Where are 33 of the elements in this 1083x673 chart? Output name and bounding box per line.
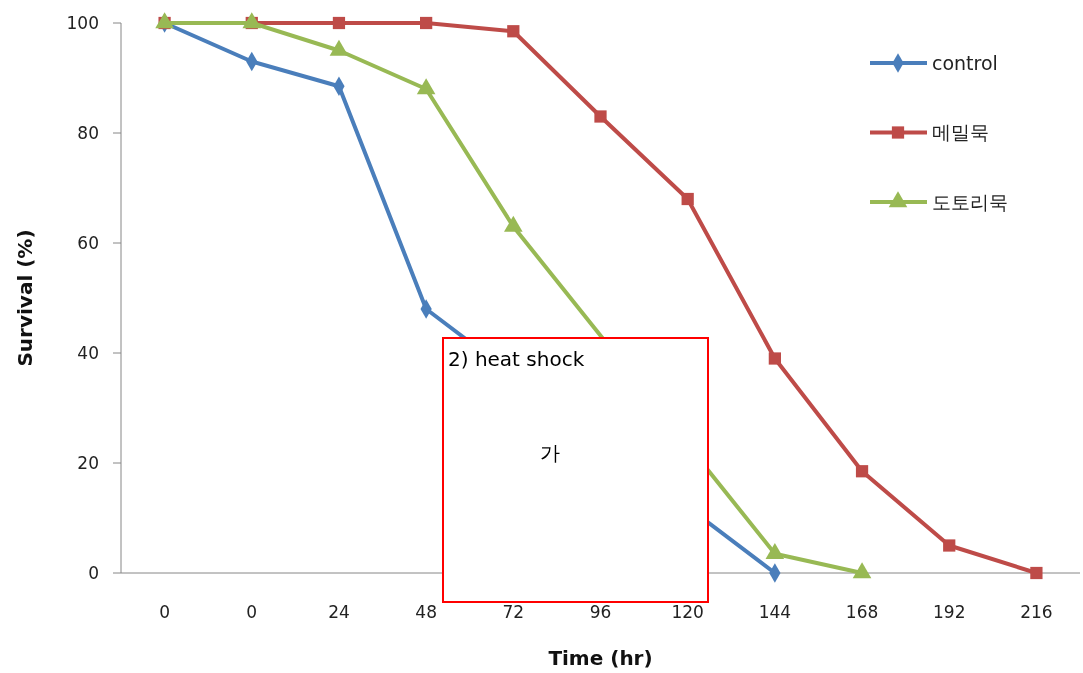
- point: [594, 110, 607, 123]
- x-tick-label: 72: [502, 602, 525, 622]
- x-tick-label: 48: [415, 602, 437, 622]
- x-tick-label: 144: [758, 602, 792, 622]
- y-tick-label: 60: [77, 232, 99, 253]
- point: [943, 539, 956, 552]
- y-tick-label: 20: [77, 452, 99, 473]
- legend-label: 도토리묵: [932, 190, 1008, 213]
- x-tick-label: 192: [933, 602, 966, 622]
- point: [420, 16, 433, 30]
- point: [332, 16, 346, 30]
- point: [507, 25, 520, 38]
- x-tick-label: 216: [1020, 602, 1053, 622]
- y-axis-title: Survival (%): [13, 229, 37, 367]
- point: [1030, 566, 1043, 580]
- x-tick-label: 0: [159, 602, 170, 622]
- x-tick-label: 0: [246, 602, 258, 622]
- y-tick-label: 0: [88, 562, 99, 583]
- point: [681, 192, 694, 206]
- x-tick-label: 24: [328, 602, 350, 622]
- x-tick-label: 96: [589, 602, 612, 622]
- legend-label: control: [932, 51, 998, 74]
- point: [768, 352, 781, 365]
- annotation: 가: [540, 441, 560, 465]
- x-tick-label: 120: [671, 602, 704, 622]
- annotation: 2) heat shock: [448, 347, 585, 371]
- legend-label: 메밀묵: [932, 121, 989, 144]
- x-axis-title: Time (hr): [548, 646, 653, 670]
- x-tick-label: 168: [845, 602, 879, 622]
- y-tick-label: 80: [77, 122, 99, 143]
- y-tick-label: 40: [77, 342, 99, 363]
- y-tick-label: 100: [66, 12, 99, 33]
- point: [855, 465, 869, 478]
